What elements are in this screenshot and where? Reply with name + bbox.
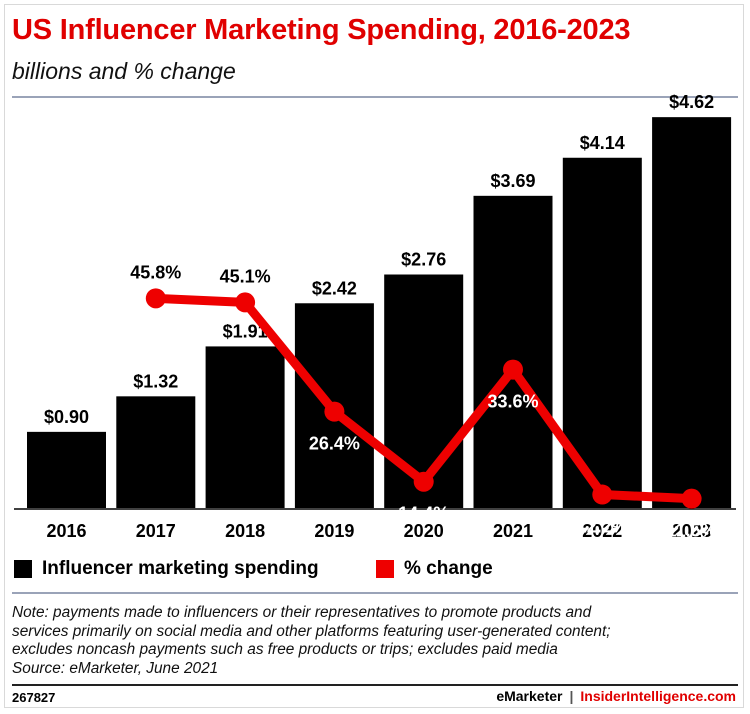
change-point	[413, 471, 434, 492]
x-tick-label: 2017	[136, 521, 176, 541]
change-value-label: 12.2%	[577, 517, 628, 537]
change-value-label: 33.6%	[487, 392, 538, 412]
chart-plot: $0.90 2016 $1.32 2017 $1.91 2018 $2.42 2019 $2.7…	[14, 92, 736, 541]
change-value-label: 45.8%	[130, 262, 181, 282]
bar-value-label: $2.42	[312, 278, 357, 298]
change-value-label: 14.4%	[398, 504, 449, 524]
x-tick-label: 2019	[314, 521, 354, 541]
change-value-label: 45.1%	[220, 266, 271, 286]
bar-2023	[652, 117, 732, 508]
legend-item-spending: Influencer marketing spending	[14, 558, 319, 580]
change-value-label: 11.5%	[667, 521, 717, 541]
x-tick-label: 2018	[225, 521, 265, 541]
note-line: Note: payments made to influencers or th…	[12, 604, 592, 621]
x-tick-label: 2020	[404, 521, 444, 541]
bar-value-label: $2.76	[401, 250, 446, 270]
legend-swatch-line	[376, 560, 394, 578]
bar-2022	[562, 157, 642, 509]
chart-frame	[4, 4, 744, 708]
x-tick-label: 2023	[672, 521, 712, 541]
note-divider	[12, 592, 738, 594]
note-line: excludes noncash payments such as free p…	[12, 641, 558, 658]
change-point	[235, 292, 256, 313]
bar-2021	[473, 195, 553, 509]
x-tick-label: 2016	[46, 521, 86, 541]
bar-value-label: $1.91	[223, 321, 268, 341]
bar-2017	[116, 396, 196, 508]
bar-value-label: $1.32	[133, 371, 178, 391]
bar-value-label: $3.69	[490, 171, 535, 191]
chart-id: 267827	[12, 690, 56, 705]
brand-site: InsiderIntelligence.com	[580, 688, 736, 704]
change-point	[592, 484, 613, 505]
legend-item-change: % change	[376, 558, 493, 580]
bar-2020	[384, 274, 464, 508]
change-point	[324, 401, 345, 422]
brand-separator: |	[569, 688, 574, 704]
legend-swatch-bar	[14, 560, 32, 578]
brand-name: eMarketer	[496, 688, 563, 704]
legend-label-change: % change	[404, 558, 493, 579]
x-tick-label: 2021	[493, 521, 533, 541]
x-tick-label: 2022	[582, 521, 622, 541]
chart-title: US Influencer Marketing Spending, 2016-2…	[12, 14, 631, 46]
note-source: Source: eMarketer, June 2021	[12, 659, 219, 677]
bar-2016	[27, 431, 106, 508]
footer-divider	[12, 684, 738, 686]
bar-value-label: $4.62	[669, 92, 714, 112]
note-line: services primarily on social media and o…	[12, 622, 611, 640]
change-point	[145, 288, 166, 309]
bar-2018	[205, 346, 285, 508]
bar-value-label: $0.90	[44, 407, 89, 427]
chart-note: Note: payments made to influencers or th…	[12, 604, 737, 678]
legend-label-spending: Influencer marketing spending	[42, 558, 319, 579]
bar-value-label: $4.14	[580, 133, 625, 153]
change-value-label: 26.4%	[309, 434, 360, 454]
footer-brand: eMarketer | InsiderIntelligence.com	[496, 688, 736, 704]
header-divider	[12, 96, 738, 98]
change-point	[503, 359, 523, 380]
change-point	[681, 488, 702, 509]
chart-subtitle: billions and % change	[12, 58, 236, 84]
